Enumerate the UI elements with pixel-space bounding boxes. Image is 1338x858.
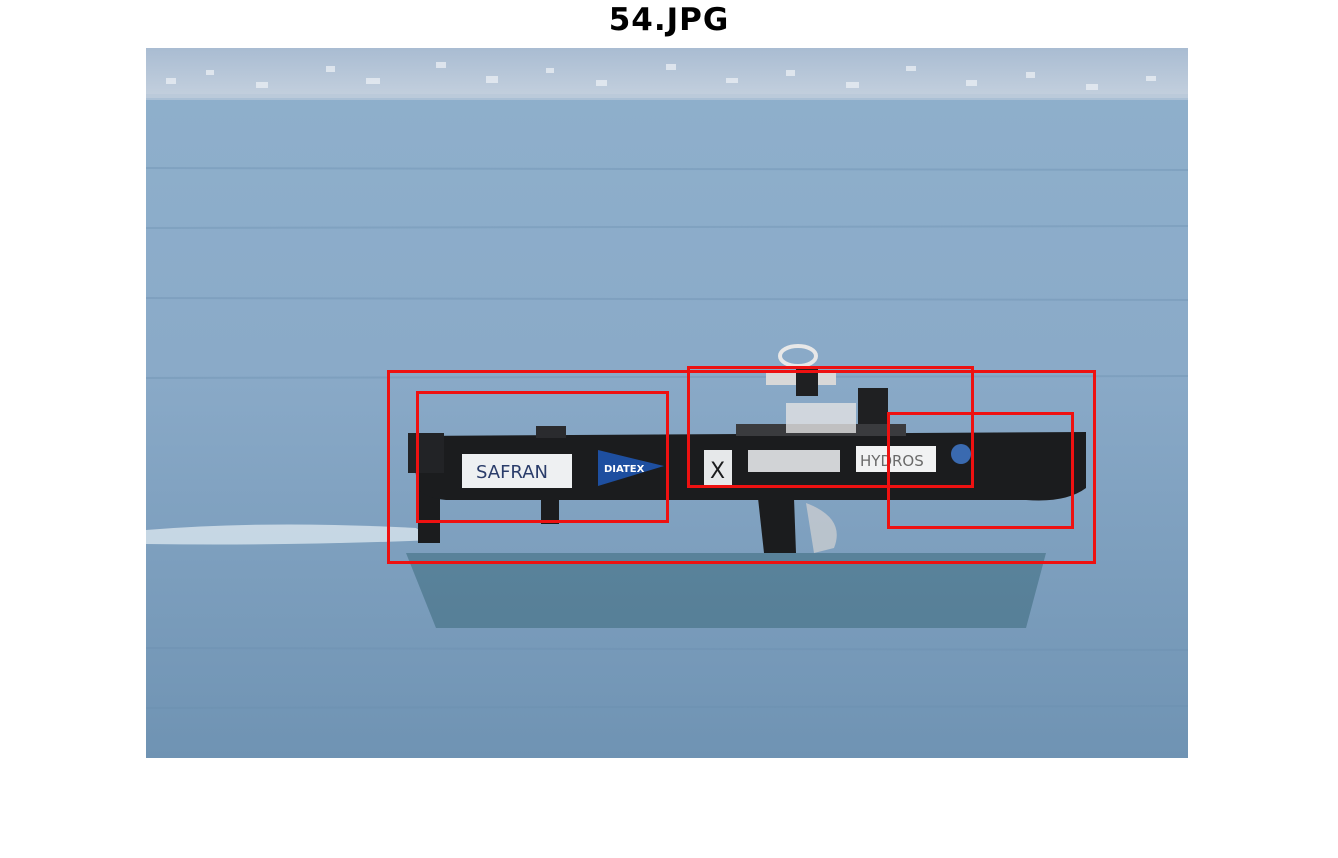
decal-hydros: HYDROS bbox=[860, 452, 924, 470]
detection-box-outer bbox=[387, 370, 1096, 564]
detection-box-top bbox=[687, 366, 974, 488]
detection-box-right bbox=[887, 412, 1074, 529]
figure-title: 54.JPG bbox=[608, 2, 730, 38]
shoreline bbox=[146, 48, 1188, 98]
shore-buildings bbox=[166, 62, 1156, 90]
water-ripples bbox=[146, 167, 1188, 709]
decal-safran: SAFRAN bbox=[476, 462, 548, 483]
reflection bbox=[406, 553, 1046, 628]
decal-diatex: DIATEX bbox=[604, 464, 645, 475]
boat-photo: SAFRAN DIATEX X HYDROS bbox=[146, 48, 1188, 758]
hull-decals: SAFRAN DIATEX X HYDROS bbox=[462, 446, 936, 488]
photo-canvas: SAFRAN DIATEX X HYDROS bbox=[146, 48, 1188, 758]
detection-box-left bbox=[416, 391, 669, 523]
wake bbox=[146, 524, 436, 545]
decal-x: X bbox=[710, 459, 725, 484]
rear-strut bbox=[758, 498, 796, 553]
